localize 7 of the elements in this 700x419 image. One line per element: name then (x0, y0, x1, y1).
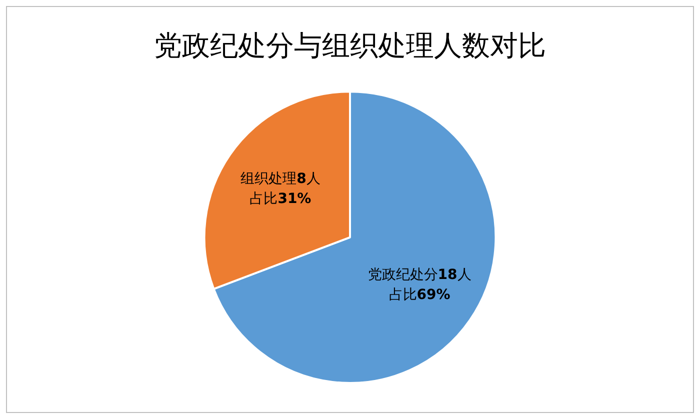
text: 占比69% (388, 286, 450, 303)
slice-label: 党政纪处分 (368, 266, 438, 283)
chart-title: 党政纪处分与组织处理人数对比 (154, 29, 546, 62)
slice-label: 组织处理 (240, 170, 297, 187)
data-label: 18人 (438, 266, 472, 283)
data-label: 8人 (296, 170, 320, 187)
text: 占比31% (250, 190, 312, 207)
